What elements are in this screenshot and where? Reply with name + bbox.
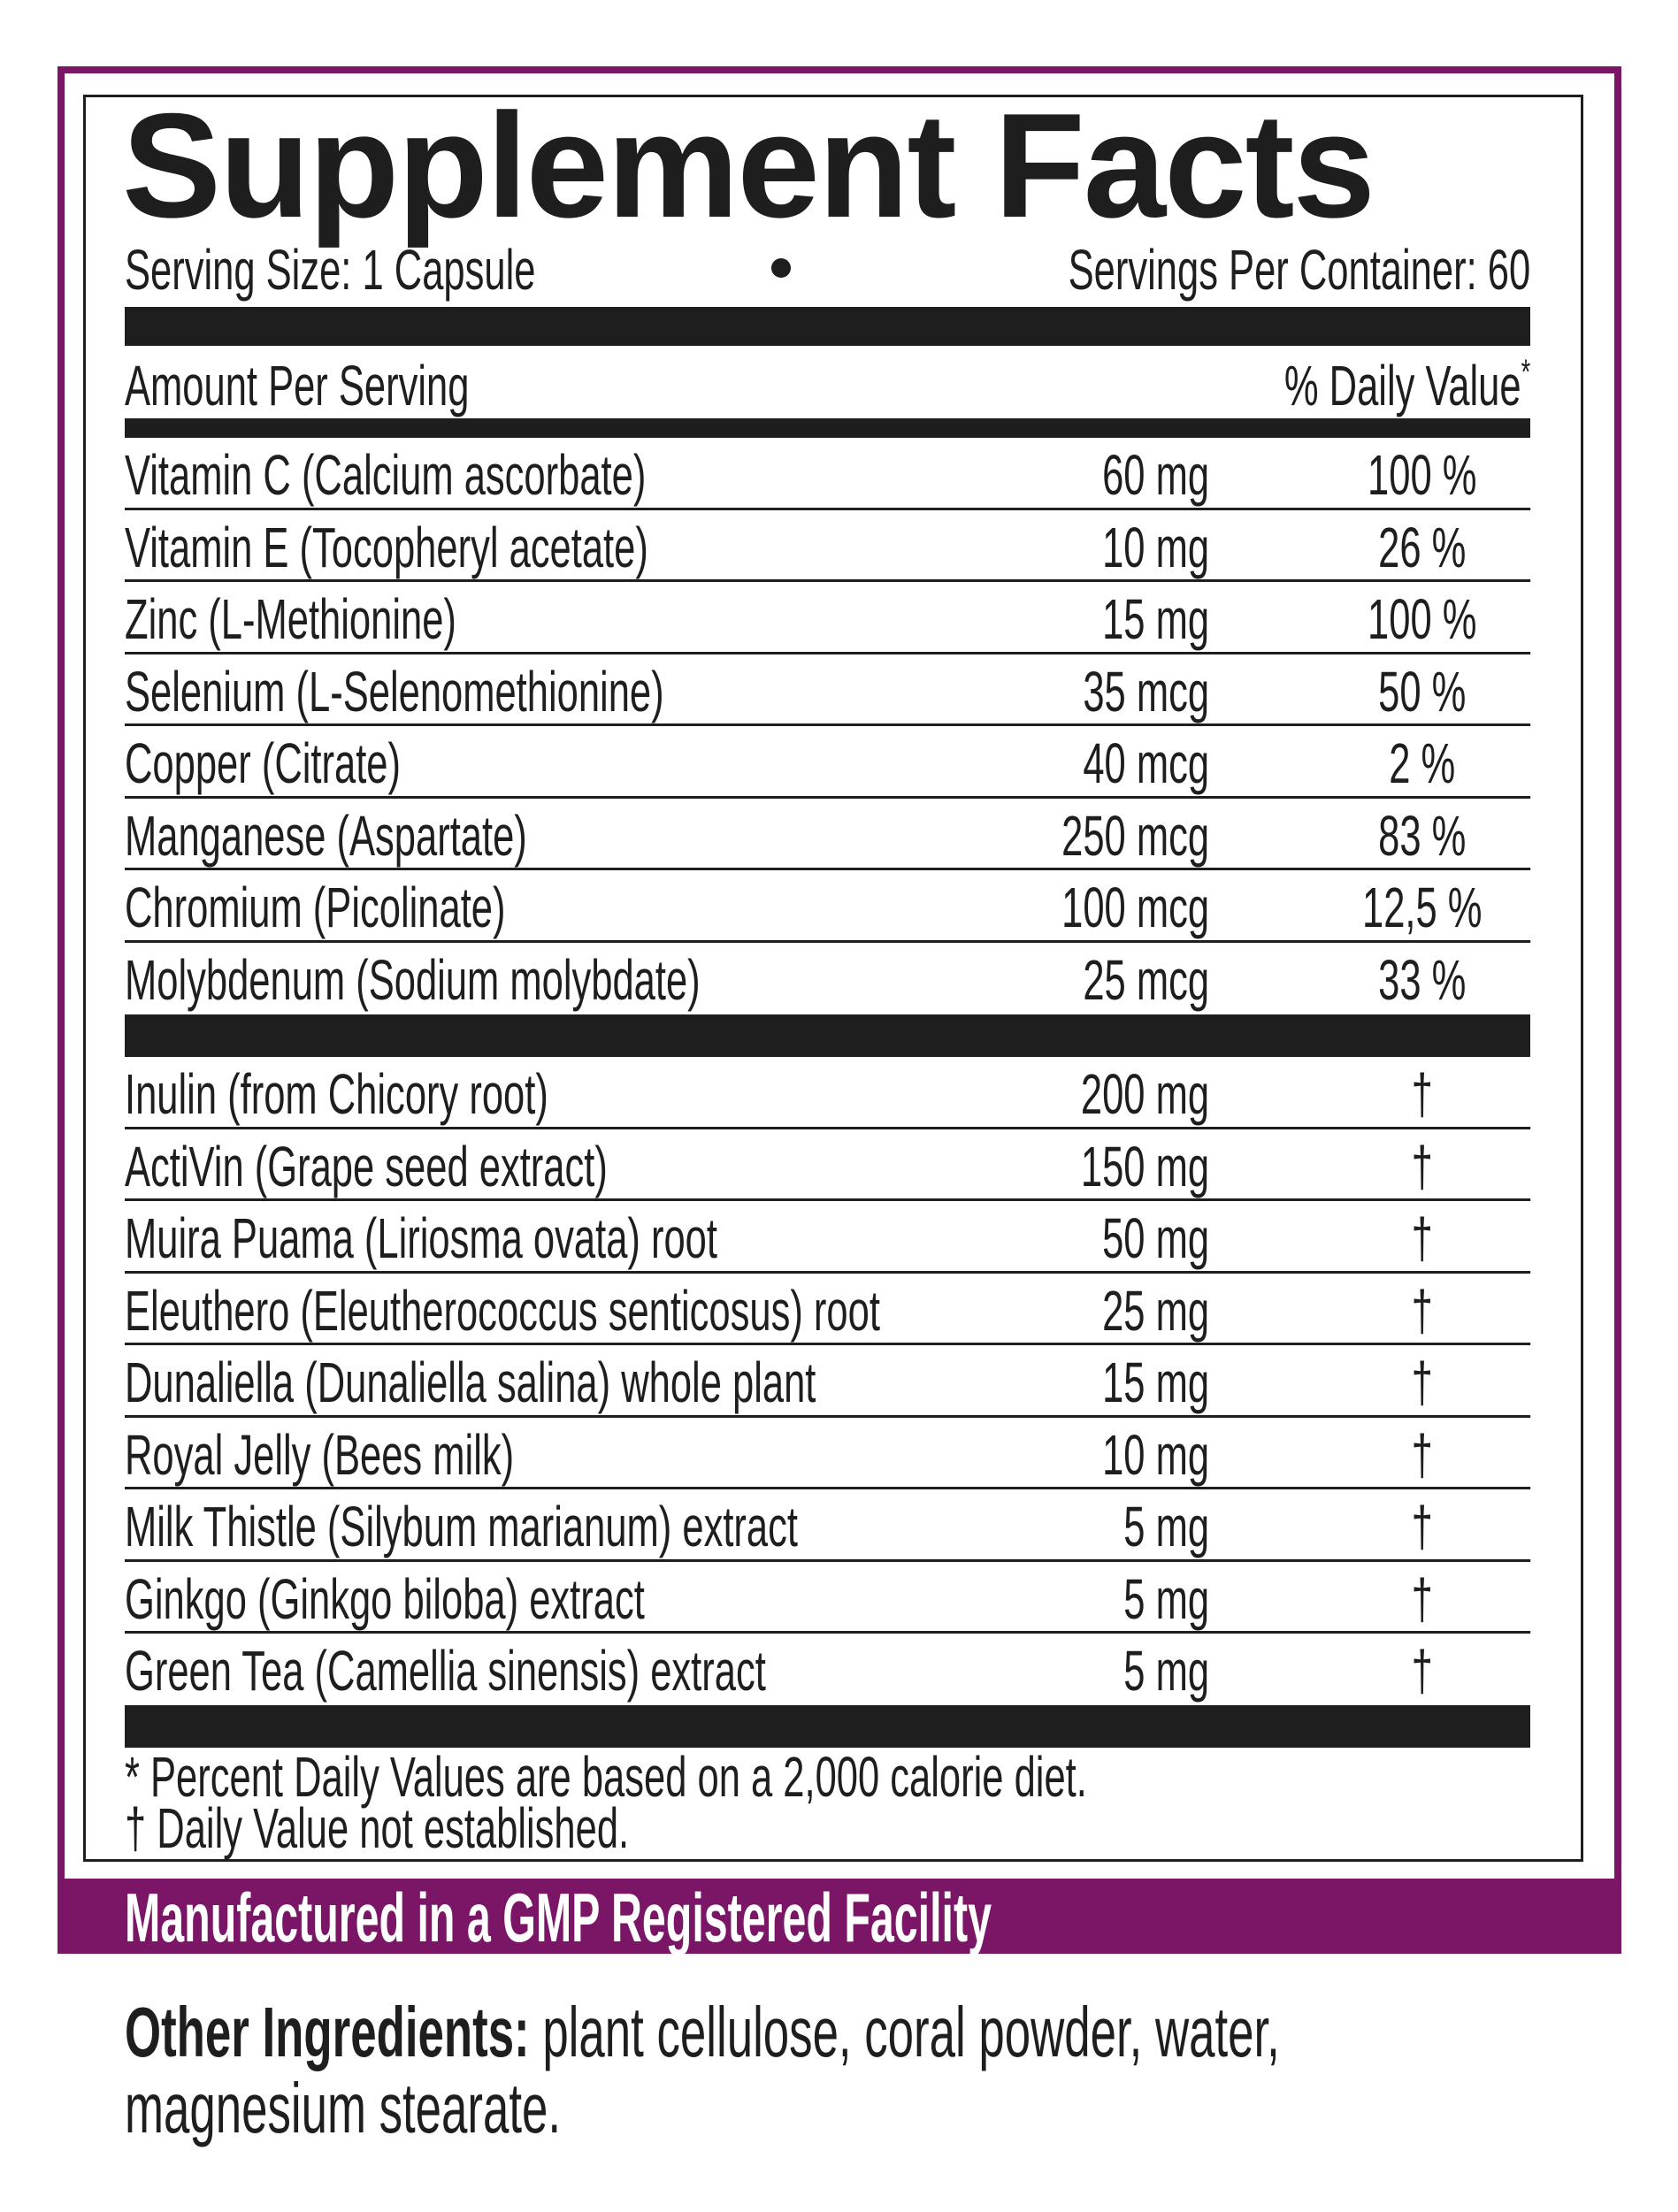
nutrient-row: Muira Puama (Liriosma ovata) root 50 mg † xyxy=(125,1201,1531,1274)
gmp-band xyxy=(57,1879,1621,1954)
nutrient-row: Eleuthero (Eleutherococcus senticosus) r… xyxy=(125,1274,1531,1345)
footnote-not-established: † Daily Value not established. xyxy=(125,1796,630,1860)
nutrient-row: Ginkgo (Ginkgo biloba) extract 5 mg † xyxy=(125,1562,1531,1634)
nutrient-row: Copper (Citrate) 40 mcg 2 % xyxy=(125,726,1531,799)
nutrient-amount: 100 mcg xyxy=(1061,876,1210,939)
other-ingredients-label: Other Ingredients: xyxy=(125,1993,530,2071)
gmp-statement: Manufactured in a GMP Registered Facilit… xyxy=(125,1879,992,1956)
nutrient-row: Dunaliella (Dunaliella salina) whole pla… xyxy=(125,1345,1531,1418)
asterisk-mark: * xyxy=(1521,353,1531,392)
nutrient-amount: 5 mg xyxy=(1123,1566,1210,1631)
nutrient-amount: 200 mg xyxy=(1080,1062,1210,1126)
nutrient-amount: 15 mg xyxy=(1102,587,1210,651)
page-title: Supplement Facts xyxy=(122,82,1375,249)
nutrient-name: Milk Thistle (Silybum marianum) extract xyxy=(125,1495,798,1558)
nutrient-row: Vitamin E (Tocopheryl acetate) 10 mg 26 % xyxy=(125,510,1531,582)
nutrient-name: Selenium (L-Selenomethionine) xyxy=(125,659,664,723)
nutrient-row: Green Tea (Camellia sinensis) extract 5 m… xyxy=(125,1634,1530,1706)
divider-bar xyxy=(125,1014,1530,1057)
nutrient-name: Vitamin C (Calcium ascorbate) xyxy=(125,443,647,507)
amount-header: Amount Per Serving xyxy=(125,354,470,417)
vitamin-list: Vitamin C (Calcium ascorbate) 60 mg 100 % V… xyxy=(125,438,1531,1015)
footnotes: * Percent Daily Values are based on a 2,… xyxy=(125,1745,1530,1860)
nutrient-daily-value: † xyxy=(1411,1422,1433,1487)
nutrient-daily-value: 50 % xyxy=(1378,659,1467,723)
nutrient-amount: 10 mg xyxy=(1102,515,1210,579)
nutrient-row: Inulin (from Chicory root) 200 mg † xyxy=(125,1057,1531,1129)
nutrient-amount: 150 mg xyxy=(1080,1134,1210,1198)
nutrient-amount: 10 mg xyxy=(1102,1422,1210,1487)
divider-bar xyxy=(125,418,1530,438)
serving-info: Serving Size: 1 Capsule Servings Per Con… xyxy=(125,239,1530,301)
divider-bar xyxy=(125,307,1530,346)
nutrient-name: Dunaliella (Dunaliella salina) whole pla… xyxy=(125,1351,816,1414)
nutrient-amount: 60 mg xyxy=(1102,443,1210,507)
column-header: Amount Per Serving % Daily Value* xyxy=(125,346,1530,418)
nutrient-amount: 5 mg xyxy=(1123,1495,1210,1558)
nutrient-amount: 15 mg xyxy=(1102,1351,1210,1414)
nutrient-row: Milk Thistle (Silybum marianum) extract 5… xyxy=(125,1489,1531,1562)
nutrient-amount: 250 mcg xyxy=(1061,803,1210,868)
servings-per-container: Servings Per Container: 60 xyxy=(1068,238,1531,302)
nutrient-daily-value: † xyxy=(1411,1134,1433,1198)
other-ingredients: Other Ingredients: plant cellulose, cora… xyxy=(125,1994,1380,2147)
nutrient-daily-value: 100 % xyxy=(1368,443,1477,507)
nutrient-amount: 40 mcg xyxy=(1083,731,1210,795)
daily-value-label: % Daily Value xyxy=(1283,354,1521,417)
nutrient-name: Vitamin E (Tocopheryl acetate) xyxy=(125,515,648,579)
nutrient-name: Molybdenum (Sodium molybdate) xyxy=(125,947,701,1012)
nutrient-daily-value: 12,5 % xyxy=(1362,876,1483,939)
nutrient-row: ActiVin (Grape seed extract) 150 mg † xyxy=(125,1129,1531,1201)
nutrient-daily-value: † xyxy=(1411,1495,1433,1558)
nutrient-name: Royal Jelly (Bees milk) xyxy=(125,1422,515,1487)
nutrient-name: Ginkgo (Ginkgo biloba) extract xyxy=(125,1566,645,1631)
serving-size: Serving Size: 1 Capsule xyxy=(125,238,536,302)
nutrient-daily-value: † xyxy=(1411,1566,1433,1631)
nutrient-amount: 50 mg xyxy=(1102,1206,1210,1270)
nutrient-row: Selenium (L-Selenomethionine) 35 mcg 50 % xyxy=(125,654,1531,726)
nutrient-daily-value: † xyxy=(1411,1062,1433,1126)
nutrient-name: Zinc (L-Methionine) xyxy=(125,587,456,651)
nutrient-daily-value: 100 % xyxy=(1368,587,1477,651)
nutrient-daily-value: † xyxy=(1411,1639,1433,1703)
nutrient-amount: 25 mg xyxy=(1102,1278,1210,1343)
nutrient-row: Manganese (Aspartate) 250 mcg 83 % xyxy=(125,799,1531,870)
nutrient-name: Chromium (Picolinate) xyxy=(125,876,506,939)
nutrient-name: Manganese (Aspartate) xyxy=(125,803,527,868)
botanical-list: Inulin (from Chicory root) 200 mg † ActiVin… xyxy=(125,1057,1531,1706)
daily-value-header: % Daily Value* xyxy=(1284,346,1530,425)
nutrient-row: Royal Jelly (Bees milk) 10 mg † xyxy=(125,1418,1531,1489)
separator-dot xyxy=(771,258,791,278)
nutrient-amount: 25 mcg xyxy=(1083,947,1210,1012)
nutrient-row: Zinc (L-Methionine) 15 mg 100 % xyxy=(125,582,1531,654)
nutrient-daily-value: 33 % xyxy=(1378,947,1467,1012)
nutrient-name: ActiVin (Grape seed extract) xyxy=(125,1134,608,1198)
nutrient-daily-value: † xyxy=(1411,1206,1433,1270)
nutrient-name: Muira Puama (Liriosma ovata) root xyxy=(125,1206,717,1270)
facts-panel xyxy=(83,95,1583,1862)
nutrient-daily-value: † xyxy=(1411,1278,1433,1343)
nutrient-daily-value: 26 % xyxy=(1378,515,1467,579)
divider-bar xyxy=(125,1705,1530,1748)
nutrient-row: Vitamin C (Calcium ascorbate) 60 mg 100 % xyxy=(125,438,1531,510)
nutrient-name: Copper (Citrate) xyxy=(125,731,401,795)
nutrient-daily-value: 2 % xyxy=(1389,731,1456,795)
nutrient-name: Inulin (from Chicory root) xyxy=(125,1062,548,1126)
nutrient-name: Eleuthero (Eleutherococcus senticosus) r… xyxy=(125,1278,880,1343)
nutrient-daily-value: 83 % xyxy=(1378,803,1467,868)
footnote-daily-values: * Percent Daily Values are based on a 2,… xyxy=(125,1745,1087,1809)
nutrient-amount: 35 mcg xyxy=(1083,659,1210,723)
nutrient-row: Molybdenum (Sodium molybdate) 25 mcg 33 % xyxy=(125,943,1530,1015)
other-ingredients-text: plant cellulose, coral powder, water, ma… xyxy=(125,1993,1280,2147)
nutrient-row: Chromium (Picolinate) 100 mcg 12,5 % xyxy=(125,870,1531,943)
label-frame xyxy=(57,66,1621,1954)
nutrient-name: Green Tea (Camellia sinensis) extract xyxy=(125,1639,766,1703)
nutrient-amount: 5 mg xyxy=(1123,1639,1210,1703)
nutrient-daily-value: † xyxy=(1411,1351,1433,1414)
